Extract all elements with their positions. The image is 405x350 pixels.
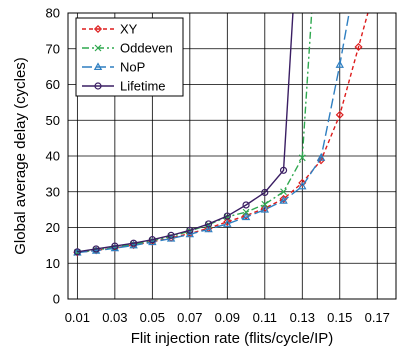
- data-point: [279, 166, 288, 174]
- data-point: [223, 217, 232, 226]
- data-point: [148, 236, 156, 244]
- data-point: [129, 240, 138, 249]
- legend-label: NoP: [120, 60, 145, 75]
- y-tick-label: 40: [46, 149, 60, 164]
- data-point: [110, 243, 120, 252]
- data-point: [93, 24, 103, 34]
- legend-entry: NoP: [82, 60, 145, 75]
- series-line: [77, 13, 350, 254]
- x-axis-title: Flit injection rate (flits/cycle/IP): [131, 330, 334, 347]
- data-point: [354, 42, 363, 52]
- data-point: [335, 110, 344, 119]
- y-tick-label: 50: [46, 113, 60, 128]
- legend-entry: XY: [82, 22, 138, 37]
- ticks: 0 10 20 30 40 50 60 70 80 0.01 0.03 0.05 0.07 0.09 0.1…: [46, 6, 390, 326]
- legend-label: XY: [120, 22, 138, 37]
- data-point: [223, 219, 232, 227]
- data-point: [279, 194, 288, 203]
- plot-frame: [67, 12, 397, 300]
- legend-label: Lifetime: [120, 79, 166, 94]
- data-point: [280, 188, 287, 196]
- x-tick-label: 0.17: [365, 310, 390, 325]
- x-tick-label: 0.11: [253, 310, 277, 325]
- data-point: [93, 62, 103, 70]
- data-point: [260, 204, 270, 213]
- legend-box: [75, 17, 184, 97]
- y-tick-label: 70: [46, 41, 60, 56]
- data-point: [242, 201, 250, 209]
- data-point: [335, 60, 344, 68]
- data-point: [92, 245, 100, 253]
- data-point: [261, 188, 269, 197]
- series-line: [77, 13, 294, 253]
- data-point: [261, 200, 269, 208]
- data-point: [242, 208, 250, 216]
- x-tick-label: 0.13: [290, 310, 315, 325]
- data-point: [167, 231, 175, 239]
- data-point: [186, 226, 194, 234]
- data-point: [94, 82, 102, 90]
- y-axis-title: Global average delay (cycles): [12, 57, 29, 255]
- y-tick-label: 10: [46, 256, 60, 271]
- data-point: [316, 153, 326, 161]
- x-tick-label: 0.03: [102, 310, 127, 325]
- y-tick-label: 60: [46, 77, 60, 92]
- data-point: [298, 154, 306, 162]
- y-tick-label: 0: [53, 292, 60, 307]
- data-point: [185, 229, 195, 238]
- data-point: [223, 212, 231, 220]
- y-tick-label: 80: [46, 6, 60, 21]
- legend-entry: Lifetime: [82, 79, 166, 94]
- series-lifetime: [73, 13, 294, 256]
- x-tick-label: 0.09: [215, 310, 240, 325]
- y-tick-label: 20: [46, 220, 60, 235]
- data-point: [241, 212, 251, 221]
- x-tick-label: 0.07: [177, 310, 202, 325]
- data-point: [204, 224, 213, 233]
- data-point: [111, 242, 119, 250]
- data-point: [204, 220, 213, 228]
- data-point: [94, 44, 102, 52]
- x-tick-label: 0.15: [327, 310, 352, 325]
- data-point: [73, 248, 81, 256]
- legend-label: Oddeven: [120, 41, 173, 56]
- data-point: [91, 246, 101, 254]
- data-point: [279, 196, 288, 204]
- data-point: [298, 178, 307, 187]
- y-tick-label: 30: [46, 184, 60, 199]
- x-tick-label: 0.05: [140, 310, 165, 325]
- data-point: [130, 239, 138, 247]
- series-nop: [73, 13, 350, 256]
- x-tick-label: 0.01: [65, 310, 90, 325]
- series-layer: [73, 13, 369, 257]
- legend-entry: Oddeven: [82, 41, 173, 56]
- data-point: [298, 181, 307, 190]
- legend: XY Oddeven NoP Lifetime: [75, 17, 184, 97]
